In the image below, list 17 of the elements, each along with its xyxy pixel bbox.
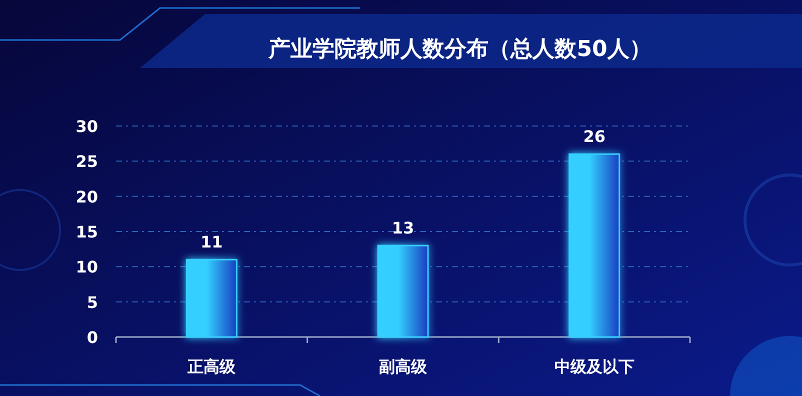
y-tick-label: 20 [76, 187, 98, 206]
y-tick-label: 25 [76, 152, 98, 172]
x-tick-label: 中级及以下 [554, 357, 634, 376]
y-tick-label: 15 [76, 222, 98, 242]
y-tick-label: 5 [86, 292, 98, 312]
x-tick-label: 副高级 [379, 357, 428, 376]
bar [186, 258, 238, 338]
x-tick-label: 正高级 [186, 357, 237, 376]
y-tick-label: 0 [86, 328, 98, 347]
bar [568, 153, 620, 338]
chart-title: 产业学院教师人数分布（总人数50人） [268, 36, 652, 62]
y-tick-label: 10 [76, 258, 98, 277]
data-label: 26 [583, 127, 606, 146]
data-label: 13 [392, 218, 414, 238]
bar [377, 244, 429, 338]
y-tick-label: 30 [76, 117, 98, 136]
data-label: 11 [200, 232, 223, 252]
